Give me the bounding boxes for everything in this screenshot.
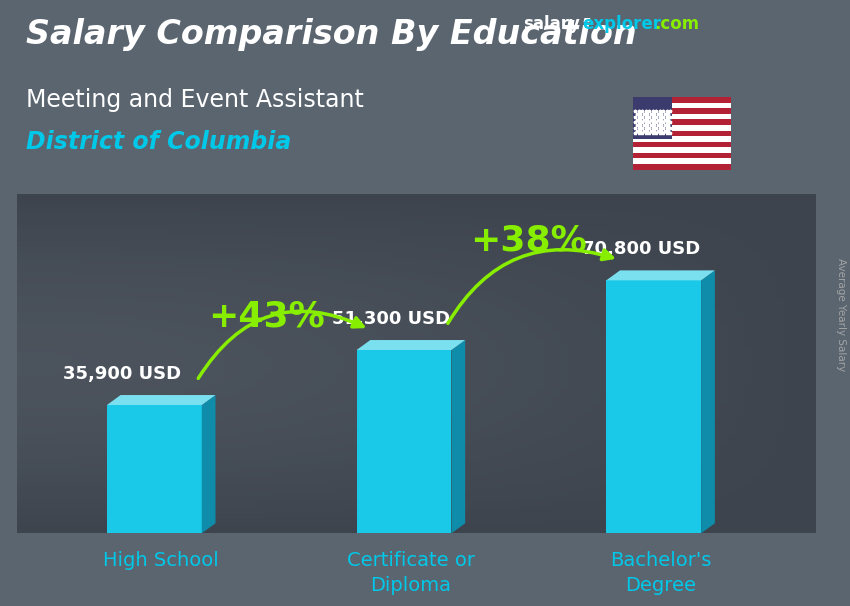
Bar [633, 147, 731, 153]
Text: +38%: +38% [471, 223, 587, 257]
Text: Certificate or
Diploma: Certificate or Diploma [347, 551, 475, 595]
Bar [633, 142, 731, 147]
Bar [633, 114, 731, 119]
Text: 51,300 USD: 51,300 USD [332, 310, 450, 327]
Text: Bachelor's
Degree: Bachelor's Degree [610, 551, 711, 595]
Text: 70,800 USD: 70,800 USD [582, 240, 700, 258]
FancyArrowPatch shape [198, 311, 363, 378]
Text: Average Yearly Salary: Average Yearly Salary [836, 259, 846, 371]
Bar [633, 130, 731, 136]
Bar [633, 119, 731, 125]
Bar [633, 153, 731, 159]
Polygon shape [606, 270, 715, 281]
Text: Meeting and Event Assistant: Meeting and Event Assistant [26, 88, 363, 112]
Bar [633, 164, 731, 170]
Bar [633, 125, 731, 130]
Text: salary: salary [523, 15, 580, 33]
FancyArrowPatch shape [448, 250, 612, 324]
Text: High School: High School [104, 551, 219, 570]
Polygon shape [357, 350, 451, 533]
Bar [633, 136, 731, 142]
Polygon shape [17, 194, 816, 533]
Polygon shape [201, 395, 216, 533]
Text: .com: .com [654, 15, 700, 33]
Text: Salary Comparison By Education: Salary Comparison By Education [26, 18, 636, 51]
Polygon shape [606, 281, 701, 533]
Polygon shape [701, 270, 715, 533]
Text: +43%: +43% [208, 299, 325, 333]
Bar [633, 102, 731, 108]
Bar [633, 97, 672, 139]
Polygon shape [107, 395, 216, 405]
Bar [633, 159, 731, 164]
Text: 35,900 USD: 35,900 USD [63, 365, 181, 382]
Polygon shape [357, 340, 465, 350]
Text: District of Columbia: District of Columbia [26, 130, 291, 155]
Bar [633, 108, 731, 114]
Polygon shape [451, 340, 465, 533]
Bar [633, 97, 731, 102]
Text: explorer: explorer [582, 15, 661, 33]
Polygon shape [107, 405, 201, 533]
